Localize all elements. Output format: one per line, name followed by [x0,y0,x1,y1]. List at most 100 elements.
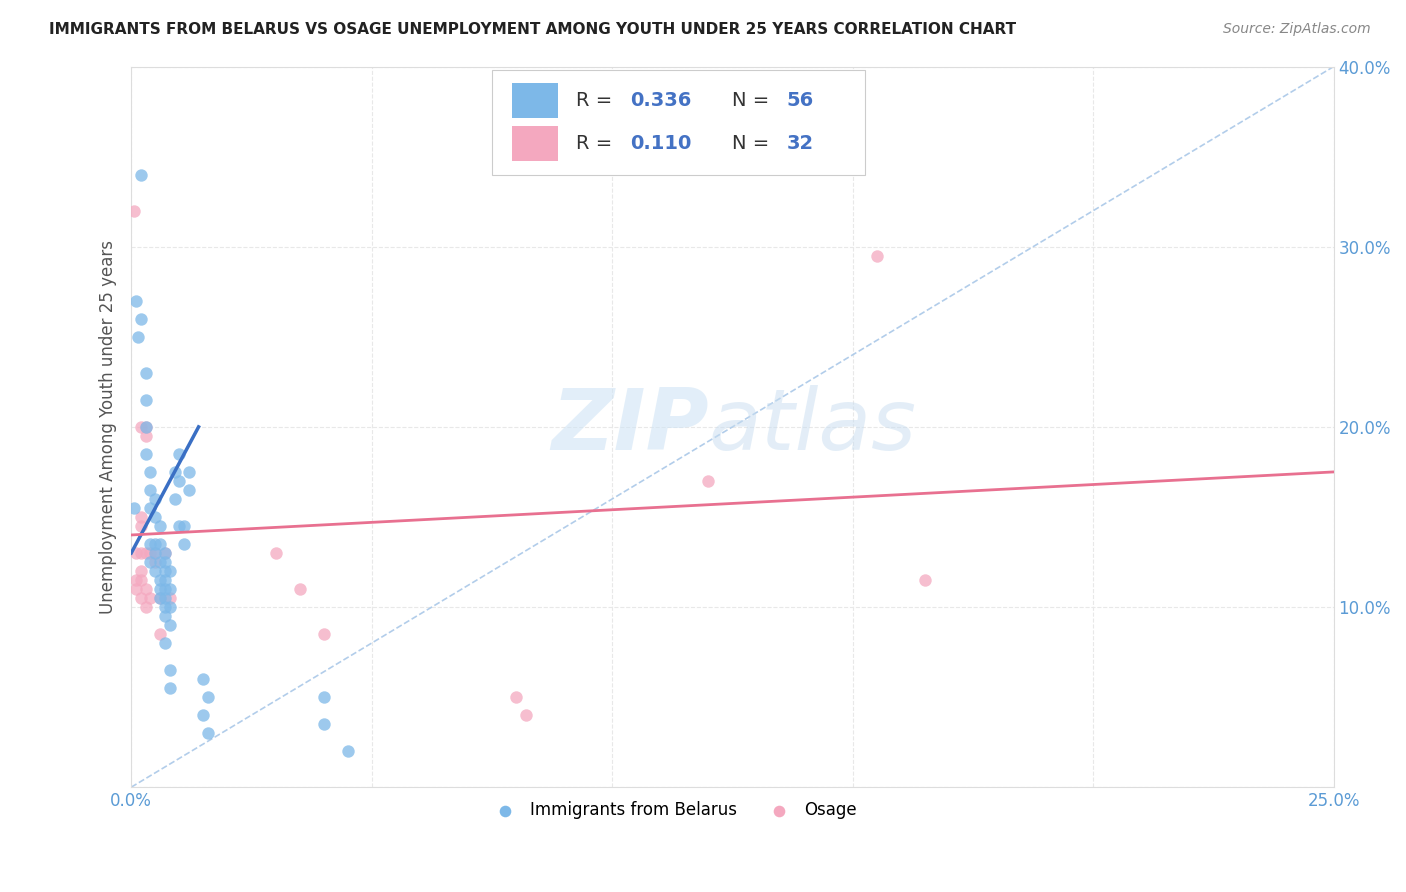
Point [149,573,172,587]
Point [169,474,191,488]
Point [159,600,181,615]
Point [139,537,162,551]
Point [149,582,172,596]
Y-axis label: Unemployment Among Youth under 25 years: Unemployment Among Youth under 25 years [100,240,117,614]
Point [197,690,219,704]
Point [193,672,215,686]
Point [914,573,936,587]
Point [173,537,195,551]
Point [153,564,176,578]
Point [135,582,157,596]
Point [515,708,537,723]
Point [149,627,172,641]
Point [129,168,152,182]
Text: Source: ZipAtlas.com: Source: ZipAtlas.com [1223,22,1371,37]
Point [153,591,176,605]
Text: R =: R = [576,91,619,110]
Point [153,546,176,560]
Point [143,491,166,506]
Point [135,447,157,461]
Point [173,519,195,533]
Point [135,429,157,443]
FancyBboxPatch shape [512,83,558,118]
Point [505,690,527,704]
Point [312,627,335,641]
Point [125,582,148,596]
Point [135,600,157,615]
Point [135,546,157,560]
Point [139,555,162,569]
Point [143,546,166,560]
Point [125,546,148,560]
Point [153,546,176,560]
Point [153,555,176,569]
Point [122,203,145,218]
Point [129,591,152,605]
Point [129,519,152,533]
Text: R =: R = [576,134,619,153]
Point [153,582,176,596]
Point [139,546,162,560]
Point [177,483,200,497]
Point [159,582,181,596]
Point [159,663,181,677]
Point [153,600,176,615]
Point [197,726,219,740]
Point [149,519,172,533]
Point [139,465,162,479]
Point [153,636,176,650]
Point [177,465,200,479]
Text: IMMIGRANTS FROM BELARUS VS OSAGE UNEMPLOYMENT AMONG YOUTH UNDER 25 YEARS CORRELA: IMMIGRANTS FROM BELARUS VS OSAGE UNEMPLO… [49,22,1017,37]
Point [153,573,176,587]
Point [163,491,186,506]
Point [125,573,148,587]
Point [312,717,335,731]
Point [169,447,191,461]
Text: 32: 32 [786,134,814,153]
Point [159,564,181,578]
Point [125,293,148,308]
Point [193,708,215,723]
Legend: Immigrants from Belarus, Osage: Immigrants from Belarus, Osage [482,795,863,826]
Point [159,618,181,632]
Text: atlas: atlas [709,385,917,468]
Point [143,537,166,551]
Point [159,591,181,605]
FancyBboxPatch shape [492,70,865,175]
Point [697,474,720,488]
Text: 56: 56 [786,91,814,110]
Point [149,537,172,551]
Text: 0.110: 0.110 [630,134,692,153]
Point [163,465,186,479]
Point [288,582,311,596]
Text: N =: N = [733,134,776,153]
Point [129,311,152,326]
Point [135,366,157,380]
Point [135,420,157,434]
Point [135,392,157,407]
Point [143,510,166,524]
Point [143,555,166,569]
FancyBboxPatch shape [512,127,558,161]
Point [153,609,176,624]
Point [129,573,152,587]
Point [129,564,152,578]
Point [139,500,162,515]
Point [159,681,181,695]
Point [336,744,359,758]
Point [143,546,166,560]
Point [143,564,166,578]
Point [149,591,172,605]
Point [135,420,157,434]
Point [139,591,162,605]
Point [129,546,152,560]
Point [127,330,149,344]
Point [129,510,152,524]
Point [139,483,162,497]
Point [149,591,172,605]
Text: N =: N = [733,91,776,110]
Point [129,420,152,434]
Point [264,546,287,560]
Text: 0.336: 0.336 [630,91,692,110]
Text: ZIP: ZIP [551,385,709,468]
